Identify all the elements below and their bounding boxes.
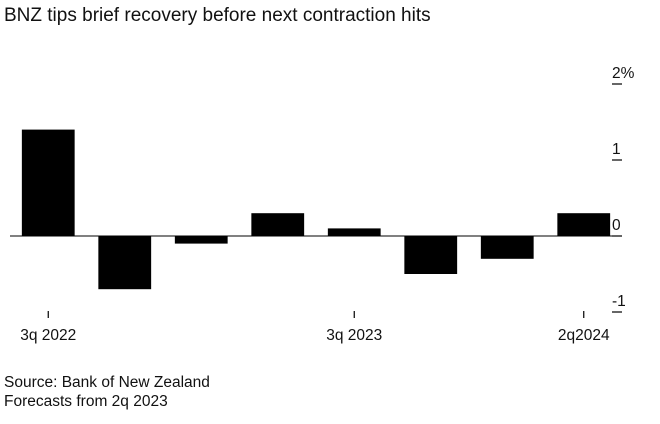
x-tick-label: 3q 2022 (20, 327, 76, 344)
bar (480, 236, 534, 259)
forecast-note: Forecasts from 2q 2023 (4, 393, 168, 410)
x-tick-label: 3q 2023 (326, 327, 382, 344)
y-tick-label: 2% (612, 65, 635, 82)
bar (21, 129, 75, 236)
y-tick-label: 1 (612, 141, 621, 158)
x-axis: 3q 2022 3q 2023 2q2024 (20, 311, 610, 344)
y-tick-label: 0 (612, 217, 621, 234)
chart-title: BNZ tips brief recovery before next cont… (4, 5, 431, 26)
bar (327, 228, 381, 236)
source-text: Source: Bank of New Zealand (4, 374, 210, 391)
bar (404, 236, 458, 274)
source-block: Source: Bank of New Zealand Forecasts fr… (4, 373, 210, 411)
bars-group (21, 129, 611, 290)
bar (557, 213, 611, 236)
y-axis: 2% 1 0 -1 (612, 65, 635, 313)
bar (251, 213, 305, 236)
bar (174, 236, 228, 244)
x-tick-label: 2q2024 (558, 327, 610, 344)
bar (98, 236, 152, 290)
y-tick-label: -1 (612, 293, 626, 310)
